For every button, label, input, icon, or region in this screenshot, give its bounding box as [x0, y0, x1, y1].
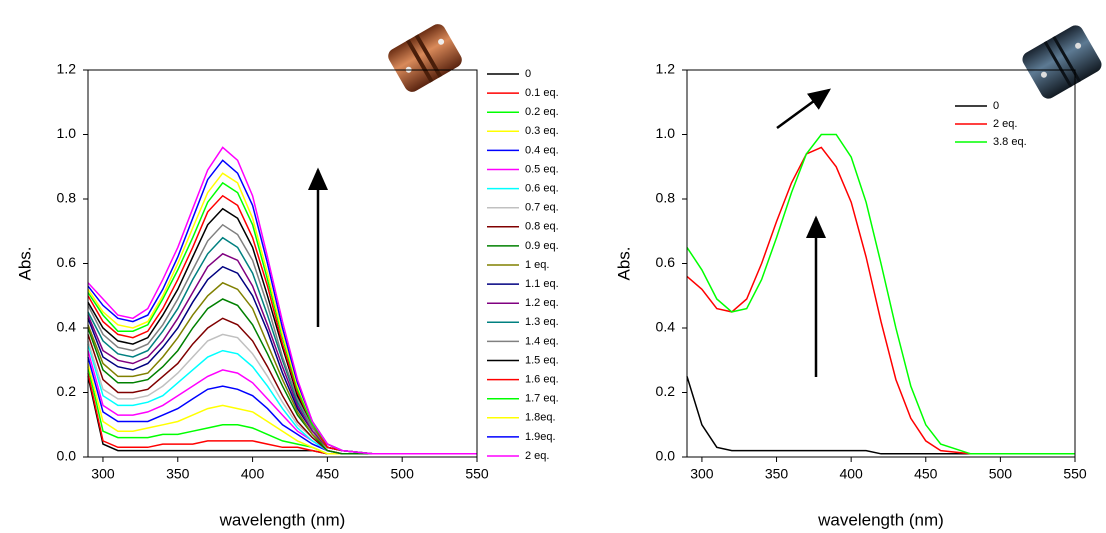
y-tick-label: 0.6 — [57, 254, 77, 270]
y-tick-label: 0.0 — [57, 448, 77, 464]
legend-label: 0.4 eq. — [525, 144, 559, 156]
data-line — [686, 376, 1075, 455]
y-axis-title: Abs. — [15, 246, 34, 280]
x-tick-label: 450 — [914, 466, 938, 482]
arrow — [776, 88, 832, 130]
x-tick-label: 500 — [391, 466, 415, 482]
legend-label: 0.1 eq. — [525, 87, 559, 99]
y-tick-label: 0.4 — [57, 319, 77, 335]
y-tick-label: 0.0 — [656, 448, 676, 464]
legend-label: 0.5 eq. — [525, 163, 559, 175]
data-line — [87, 298, 477, 455]
legend-label: 1 eq. — [525, 259, 549, 271]
data-line — [87, 146, 477, 455]
copper-cylinder — [388, 24, 462, 92]
y-axis-title: Abs. — [614, 246, 633, 280]
y-tick-label: 0.4 — [656, 319, 676, 335]
y-tick-label: 1.2 — [57, 61, 77, 77]
legend-label: 1.6 eq. — [525, 374, 559, 386]
legend-label: 1.3 eq. — [525, 316, 559, 328]
legend-label: 0.3 eq. — [525, 125, 559, 137]
data-line — [87, 194, 477, 455]
x-tick-label: 400 — [839, 466, 863, 482]
data-line — [686, 146, 1075, 455]
legend-label: 1.7 eq. — [525, 393, 559, 405]
plot-frame — [87, 69, 478, 458]
legend-label: 0.8 eq. — [525, 221, 559, 233]
legend-label: 1.2 eq. — [525, 297, 559, 309]
x-tick-label: 500 — [989, 466, 1013, 482]
legend-label: 0.7 eq. — [525, 202, 559, 214]
legend-label: 3.8 eq. — [993, 136, 1027, 148]
x-tick-label: 350 — [765, 466, 789, 482]
x-tick-label: 550 — [465, 466, 489, 482]
steel-cylinder — [1022, 25, 1102, 99]
x-axis-title: wavelength (nm) — [219, 510, 346, 529]
x-tick-label: 350 — [166, 466, 190, 482]
y-tick-label: 1.0 — [57, 125, 77, 141]
x-tick-label: 300 — [690, 466, 714, 482]
x-tick-label: 550 — [1063, 466, 1087, 482]
legend-label: 1.9eq. — [525, 431, 556, 443]
legend-label: 1.1 eq. — [525, 278, 559, 290]
legend-label: 0.9 eq. — [525, 240, 559, 252]
legend-label: 1.4 eq. — [525, 335, 559, 347]
x-tick-label: 300 — [91, 466, 115, 482]
legend-label: 1.8eq. — [525, 412, 556, 424]
legend-label: 1.5 eq. — [525, 354, 559, 366]
legend-label: 0 — [993, 100, 999, 112]
legend-label: 0.6 eq. — [525, 183, 559, 195]
x-tick-label: 450 — [316, 466, 340, 482]
y-tick-label: 0.8 — [656, 190, 676, 206]
legend-label: 0 — [525, 68, 531, 80]
x-tick-label: 400 — [241, 466, 265, 482]
data-line — [686, 133, 1075, 455]
x-axis-title: wavelength (nm) — [817, 510, 944, 529]
legend-label: 2 eq. — [993, 118, 1017, 130]
y-tick-label: 0.2 — [656, 383, 676, 399]
y-tick-label: 0.2 — [57, 383, 77, 399]
legend-label: 2 eq. — [525, 450, 549, 462]
legend-label: 0.2 eq. — [525, 106, 559, 118]
data-line — [87, 363, 477, 455]
y-tick-label: 1.0 — [656, 125, 676, 141]
y-tick-label: 1.2 — [656, 61, 676, 77]
y-tick-label: 0.6 — [656, 254, 676, 270]
y-tick-label: 0.8 — [57, 190, 77, 206]
